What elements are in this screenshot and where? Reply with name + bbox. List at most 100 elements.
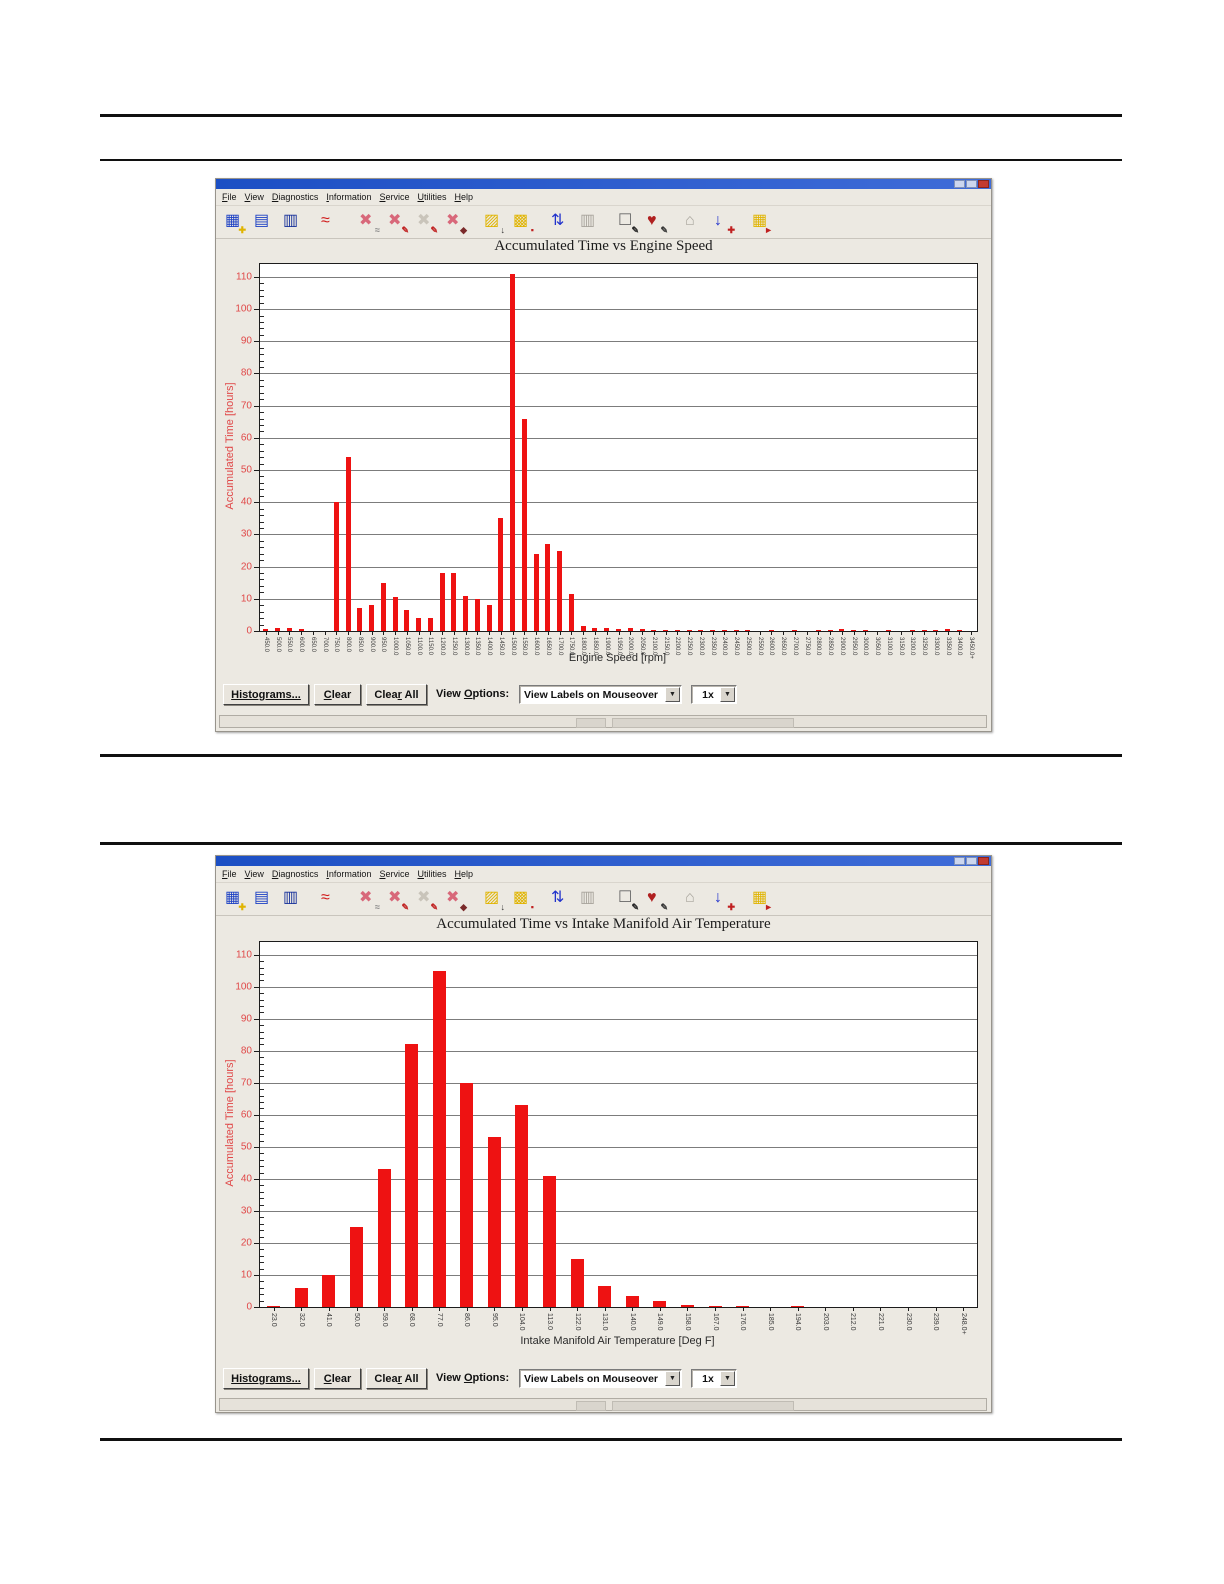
menu-item-information[interactable]: Information bbox=[326, 192, 372, 202]
menu-item-file[interactable]: File bbox=[222, 192, 237, 202]
menu-item-utilities[interactable]: Utilities bbox=[417, 192, 447, 202]
save-icon[interactable]: ▦ ✚ bbox=[221, 885, 248, 913]
view-mode-dropdown[interactable]: View Labels on Mouseover ▼ bbox=[519, 685, 682, 704]
x-tick-label: 59.0 bbox=[380, 1313, 388, 1327]
waveform-icon[interactable]: ≈ bbox=[317, 208, 344, 236]
snapshot-icon[interactable]: ▩ ▪ bbox=[509, 208, 536, 236]
menu-item-service[interactable]: Service bbox=[379, 869, 410, 879]
bar bbox=[616, 629, 621, 631]
gridline bbox=[260, 373, 977, 375]
export-data-icon[interactable]: ▨ ↓ bbox=[480, 885, 507, 913]
x-tick-label: 113.0 bbox=[546, 1313, 554, 1330]
histograms-button[interactable]: Histograms... bbox=[223, 684, 309, 705]
histogram-view-disabled-icon[interactable]: ✖ ✎ bbox=[413, 885, 440, 913]
open-report-icon[interactable]: ▤ bbox=[250, 208, 277, 236]
y-minor-tick bbox=[260, 1166, 264, 1168]
title-bar[interactable] bbox=[216, 179, 991, 189]
y-tick-label: 0 bbox=[246, 1301, 252, 1313]
x-tick bbox=[324, 631, 326, 635]
save-icon[interactable]: ▦ ✚ bbox=[221, 208, 248, 236]
menu-item-help[interactable]: Help bbox=[454, 869, 474, 879]
close-button[interactable] bbox=[978, 857, 989, 865]
histogram-select-icon[interactable]: ✖ ◆ bbox=[442, 885, 469, 913]
histogram-plot[interactable]: 0 10 20 30 40 50 60 70 80 90 100 110 23.0 32.0 41.0 50.… bbox=[235, 941, 978, 1335]
exit-icon-glyph: ▦ bbox=[752, 211, 768, 229]
report-icon[interactable]: ☐ ✎ bbox=[614, 885, 641, 913]
chevron-down-icon[interactable]: ▼ bbox=[665, 1371, 680, 1386]
x-tick bbox=[630, 631, 632, 635]
waveform-icon[interactable]: ≈ bbox=[317, 885, 344, 913]
histogram-delete-icon[interactable]: ✖ ≈ bbox=[355, 208, 382, 236]
exit-icon[interactable]: ▦ ► bbox=[748, 885, 775, 913]
menu-item-utilities[interactable]: Utilities bbox=[417, 869, 447, 879]
menu-item-view[interactable]: View bbox=[244, 869, 264, 879]
histograms-button[interactable]: Histograms... bbox=[223, 1368, 309, 1389]
title-bar[interactable] bbox=[216, 856, 991, 866]
print-preview-disabled-icon[interactable]: ▥ bbox=[576, 885, 603, 913]
service-icon[interactable]: ♥ ✎ bbox=[643, 208, 670, 236]
histogram-plot[interactable]: 0 10 20 30 40 50 60 70 80 90 100 110 450.0 500.0 550.0… bbox=[235, 263, 978, 659]
snapshot-icon[interactable]: ▩ ▪ bbox=[509, 885, 536, 913]
histogram-select-icon[interactable]: ✖ ◆ bbox=[442, 208, 469, 236]
search-disabled-icon[interactable]: ⌂ bbox=[681, 208, 708, 236]
menu-item-help[interactable]: Help bbox=[454, 192, 474, 202]
histogram-edit-icon[interactable]: ✖ ✎ bbox=[384, 208, 411, 236]
probe-icon[interactable]: ↓ ✚ bbox=[710, 208, 737, 236]
bar bbox=[604, 628, 610, 631]
clear-button[interactable]: Clear bbox=[314, 1368, 361, 1389]
bar bbox=[663, 630, 669, 631]
print-icon-glyph: ▥ bbox=[283, 211, 299, 229]
menu-item-diagnostics[interactable]: Diagnostics bbox=[271, 192, 319, 202]
compare-icon[interactable]: ⇅ bbox=[547, 885, 574, 913]
bar bbox=[404, 610, 410, 631]
histogram-delete-icon[interactable]: ✖ ≈ bbox=[355, 885, 382, 913]
minimize-button[interactable] bbox=[954, 857, 965, 865]
compare-icon[interactable]: ⇅ bbox=[547, 208, 574, 236]
menu-item-diagnostics[interactable]: Diagnostics bbox=[271, 869, 319, 879]
gridline bbox=[260, 1050, 977, 1052]
print-preview-disabled-icon[interactable]: ▥ bbox=[576, 208, 603, 236]
exit-icon[interactable]: ▦ ► bbox=[748, 208, 775, 236]
x-tick bbox=[606, 631, 608, 635]
toolbar-separator bbox=[605, 210, 612, 235]
service-icon[interactable]: ♥ ✎ bbox=[643, 885, 670, 913]
zoom-dropdown[interactable]: 1x ▼ bbox=[691, 1369, 737, 1388]
maximize-button[interactable] bbox=[966, 180, 977, 188]
chevron-down-icon[interactable]: ▼ bbox=[720, 1371, 735, 1386]
x-tick-label: 550.0 bbox=[286, 637, 293, 653]
print-icon[interactable]: ▥ bbox=[279, 208, 306, 236]
clear-all-button[interactable]: Clear All bbox=[366, 1368, 427, 1389]
clear-all-button[interactable]: Clear All bbox=[366, 684, 427, 705]
histogram-edit-icon[interactable]: ✖ ✎ bbox=[384, 885, 411, 913]
minimize-button[interactable] bbox=[954, 180, 965, 188]
menu-item-service[interactable]: Service bbox=[379, 192, 410, 202]
search-disabled-icon[interactable]: ⌂ bbox=[681, 885, 708, 913]
chevron-down-icon[interactable]: ▼ bbox=[665, 687, 680, 702]
clear-button[interactable]: Clear bbox=[314, 684, 361, 705]
maximize-button[interactable] bbox=[966, 857, 977, 865]
y-major-tick bbox=[254, 1082, 260, 1084]
x-tick-label: 131.0 bbox=[601, 1313, 609, 1331]
print-icon[interactable]: ▥ bbox=[279, 885, 306, 913]
menu-item-information[interactable]: Information bbox=[326, 869, 372, 879]
chevron-down-icon[interactable]: ▼ bbox=[720, 687, 735, 702]
view-options-label: View Options: bbox=[436, 1372, 510, 1384]
y-minor-tick bbox=[260, 579, 264, 581]
bar bbox=[827, 629, 833, 631]
zoom-dropdown[interactable]: 1x ▼ bbox=[691, 685, 737, 704]
menu-item-view[interactable]: View bbox=[244, 192, 264, 202]
view-mode-dropdown[interactable]: View Labels on Mouseover ▼ bbox=[519, 1369, 682, 1388]
bar bbox=[439, 573, 445, 631]
export-data-icon[interactable]: ▨ ↓ bbox=[480, 208, 507, 236]
bar bbox=[427, 618, 433, 631]
y-minor-tick bbox=[260, 354, 264, 356]
menu-item-file[interactable]: File bbox=[222, 869, 237, 879]
open-report-icon[interactable]: ▤ bbox=[250, 885, 277, 913]
probe-icon[interactable]: ↓ ✚ bbox=[710, 885, 737, 913]
y-minor-tick bbox=[260, 993, 264, 995]
report-icon[interactable]: ☐ ✎ bbox=[614, 208, 641, 236]
close-button[interactable] bbox=[978, 180, 989, 188]
x-tick bbox=[659, 1307, 661, 1311]
histogram-view-disabled-icon[interactable]: ✖ ✎ bbox=[413, 208, 440, 236]
bar bbox=[515, 1105, 529, 1307]
